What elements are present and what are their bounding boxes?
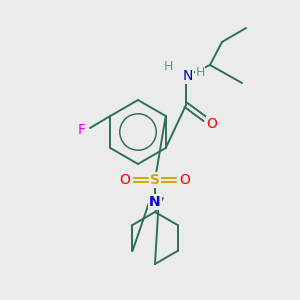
Text: O: O <box>207 117 218 131</box>
Text: S: S <box>150 173 160 187</box>
Text: O: O <box>120 173 130 187</box>
Text: N: N <box>149 195 161 209</box>
Text: N: N <box>183 69 193 83</box>
Text: O: O <box>180 173 190 187</box>
Text: H: H <box>195 67 205 80</box>
Text: F: F <box>78 123 86 137</box>
Text: H: H <box>163 61 173 74</box>
